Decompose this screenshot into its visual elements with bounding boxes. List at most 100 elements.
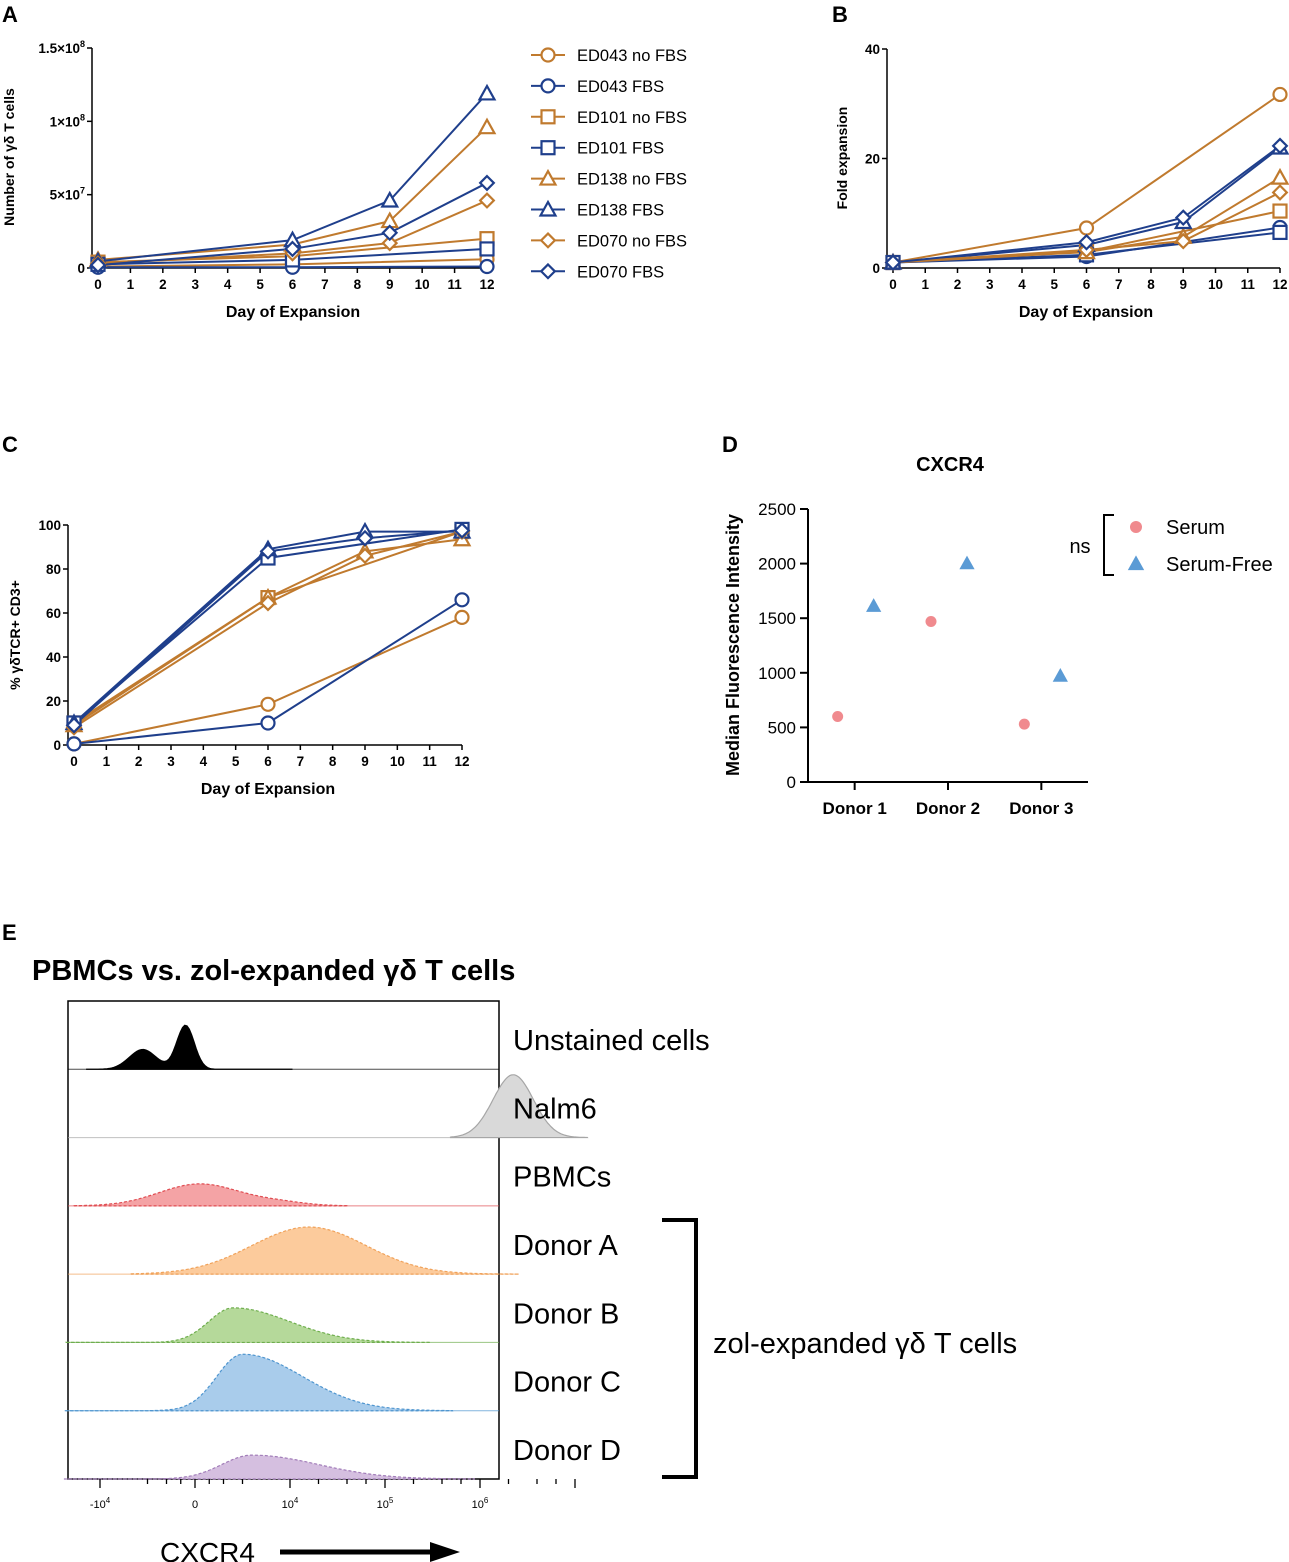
panel-c-point-ed043-fbs: [260, 715, 276, 731]
panel-d-y-tick-label: 1500: [758, 609, 796, 628]
panel-a-point-ed070-no-fbs: [478, 192, 496, 209]
legend-label: ED138 FBS: [577, 202, 664, 220]
panel-d-y-tick-label: 0: [787, 773, 796, 792]
panel-e-histogram-donor-b: [65, 1307, 432, 1344]
panel-b-x-tick-label: 2: [954, 277, 962, 292]
panel-a-x-tick-label: 3: [191, 277, 199, 292]
panel-c-point-ed070-fbs: [453, 522, 471, 539]
panel-c-point-ed070-fbs: [259, 543, 277, 560]
panel-a-x-tick-label: 5: [256, 277, 264, 292]
panel-b-xlabel: Day of Expansion: [1019, 304, 1153, 321]
panel-c-y-tick-label: 60: [46, 606, 61, 621]
panel-a-x-tick-label: 8: [354, 277, 362, 292]
panel-letter-a: A: [2, 2, 18, 27]
panel-c-x-tick-label: 1: [103, 754, 111, 769]
panel-b-point-ed070-fbs: [1078, 233, 1095, 251]
panel-b-x-tick-label: 0: [889, 277, 897, 292]
panel-d-legend-label-serum: Serum: [1166, 517, 1225, 539]
panel-c-x-tick-label: 0: [70, 754, 78, 769]
panel-a-point-ed138-fbs: [477, 83, 497, 101]
panel-e-histogram-donor-d: [63, 1454, 475, 1480]
panel-e-histogram-donor-a: [130, 1226, 521, 1275]
panel-e-histogram-nalm6: [449, 1074, 589, 1139]
panel-b-x-tick-label: 4: [1018, 277, 1026, 292]
panel-d-point-serum-free: [959, 555, 975, 570]
panel-a-x-tick-label: 4: [224, 277, 232, 292]
panel-d-x-tick-label: Donor 1: [823, 799, 887, 818]
panel-c-point-ed043-no-fbs: [260, 696, 276, 712]
panel-a-x-tick-label: 2: [159, 277, 167, 292]
legend-label: ED101 no FBS: [577, 109, 687, 127]
panel-d-significance-bracket: [1103, 514, 1114, 576]
panel-a-x-tick-label: 0: [94, 277, 102, 292]
legend-entry: ED070 no FBS: [531, 232, 687, 250]
legend-label: ED101 FBS: [577, 140, 664, 158]
panel-e-label-unstained-cells: Unstained cells: [513, 1025, 710, 1057]
panel-c-point-ed070-fbs: [356, 529, 374, 547]
panel-b-x-tick-label: 5: [1050, 277, 1058, 292]
panel-b-series-line-ed138-fbs: [892, 146, 1281, 264]
panel-e-x-tick-label: 104: [282, 1496, 299, 1511]
panel-d-y-tick-label: 1000: [758, 664, 796, 683]
panel-b-x-tick-label: 9: [1179, 277, 1187, 292]
panel-c-y-tick-label: 40: [46, 650, 61, 665]
panel-a-point-ed070-fbs: [381, 224, 399, 242]
panel-d-x-tick-label: Donor 3: [1009, 799, 1073, 818]
panel-c-point-ed043-fbs: [66, 736, 82, 752]
panel-c-series-line-ed138-no-fbs: [73, 538, 463, 727]
panel-c-y-tick-label: 0: [53, 738, 61, 753]
panel-b-y-tick-label: 0: [872, 261, 880, 276]
legend-marker-square: [540, 109, 556, 125]
panel-c-point-ed070-no-fbs: [356, 547, 374, 565]
legend-entry: ED043 FBS: [531, 78, 664, 96]
panel-b-series-line-ed138-no-fbs: [892, 176, 1281, 264]
panel-e-bracket: [662, 1218, 698, 1479]
panel-a-point-ed101-fbs: [479, 241, 495, 257]
panel-d-scatter-chart: CXCR4 Median Fluorescence Intensity ns 0…: [723, 454, 1273, 818]
panel-letter-e: E: [2, 920, 17, 945]
legend-marker-diamond: [539, 232, 557, 249]
panel-b-ylabel: Fold expansion: [834, 107, 850, 210]
panel-d-legend-marker-serum-free: [1127, 555, 1145, 571]
panel-b-point-ed043-no-fbs: [1272, 86, 1288, 103]
panel-a-series-line-ed138-no-fbs: [97, 126, 488, 261]
panel-a-line-chart: Number of γδ T cells Day of Expansion 0 1…: [1, 39, 497, 321]
panel-a-point-ed043-fbs: [479, 258, 495, 275]
legend-entry: ED043 no FBS: [531, 47, 687, 65]
panel-b-point-ed043-no-fbs: [1078, 220, 1095, 236]
panel-b-x-tick-label: 10: [1208, 277, 1223, 292]
panel-c-x-tick-label: 12: [454, 754, 469, 769]
panel-d-point-serum-free: [1052, 668, 1068, 682]
panel-c-series-line-ed070-fbs: [73, 529, 463, 726]
panel-e-bracket-label: zol-expanded γδ T cells: [713, 1328, 1017, 1360]
panel-d-legend-marker-serum: [1130, 521, 1142, 533]
panel-c-x-tick-label: 10: [390, 754, 405, 769]
legend-entry: ED070 FBS: [531, 262, 664, 281]
panel-b-x-tick-label: 7: [1115, 277, 1123, 292]
panel-a-point-ed070-fbs: [89, 256, 107, 274]
panel-e-x-tick-label: 106: [472, 1496, 489, 1511]
panel-a-x-tick-label: 1: [127, 277, 135, 292]
panel-c-x-tick-label: 2: [135, 754, 143, 769]
legend-label: ED070 FBS: [577, 263, 664, 281]
panel-e-label-donor-c: Donor C: [513, 1367, 621, 1399]
panel-c-series-line-ed070-no-fbs: [73, 530, 463, 729]
panel-a-x-tick-label: 12: [479, 277, 494, 292]
panel-b-point-ed070-no-fbs: [1271, 184, 1289, 201]
legend-entry: ED138 FBS: [531, 199, 664, 220]
panel-a-x-tick-label: 11: [447, 277, 462, 292]
panel-letter-b: B: [832, 2, 848, 27]
panel-b-point-ed070-fbs: [884, 254, 902, 271]
legend-label: ED043 FBS: [577, 78, 664, 96]
panel-c-x-tick-label: 4: [200, 754, 208, 769]
panel-c-ylabel: % γδTCR+ CD3+: [7, 580, 23, 690]
panel-c-series-line-ed138-fbs: [73, 530, 462, 724]
panel-d-title: CXCR4: [916, 454, 985, 476]
panel-d-point-serum: [832, 710, 844, 722]
panel-a-point-ed070-fbs: [478, 174, 496, 192]
panel-letter-d: D: [722, 432, 738, 457]
panel-c-x-tick-label: 3: [167, 754, 175, 769]
